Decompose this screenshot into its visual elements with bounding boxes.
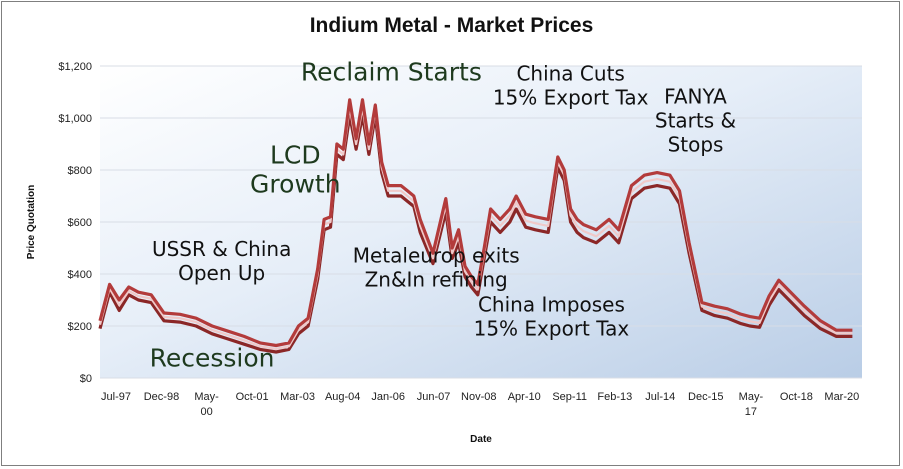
x-tick-label: Jun-07 xyxy=(417,391,451,403)
y-tick-label: $800 xyxy=(68,165,92,177)
y-tick-label: $200 xyxy=(68,321,92,333)
annotation: Metaleurop exits Zn&In refining xyxy=(353,243,520,291)
y-tick-label: $1,200 xyxy=(58,61,92,73)
x-tick-label: Sep-11 xyxy=(552,391,587,403)
x-axis-ticks: Jul-97 Dec-98 May-00 Oct-01 Mar-03 Aug-04 Jan-… xyxy=(101,391,859,418)
series-group xyxy=(98,98,853,354)
annotation: USSR & China Open Up xyxy=(152,237,291,285)
x-axis-label: Date xyxy=(470,434,492,445)
annotation: China Cuts 15% Export Tax xyxy=(493,61,649,109)
y-tick-label: $1,000 xyxy=(58,113,92,125)
gridlines xyxy=(100,65,862,379)
x-tick-label: May-00 xyxy=(194,391,219,418)
annotations: USSR & China Open Up Recession LCD Growth Rec… xyxy=(150,57,737,372)
annotation: FANYA Starts & Stops xyxy=(655,85,736,157)
x-tick-label: Mar-20 xyxy=(824,391,859,403)
x-tick-label: Dec-98 xyxy=(144,391,179,403)
x-tick-label: Oct-18 xyxy=(780,391,813,403)
x-tick-label: Oct-01 xyxy=(236,391,269,403)
x-tick-label: Mar-03 xyxy=(280,391,315,403)
x-tick-label: Jan-06 xyxy=(371,391,405,403)
annotation: Recession xyxy=(150,343,275,372)
chart-title: Indium Metal - Market Prices xyxy=(309,14,594,37)
annotation: China Imposes 15% Export Tax xyxy=(474,293,630,341)
x-tick-label: Aug-04 xyxy=(325,391,360,403)
x-tick-label: May-17 xyxy=(739,391,764,418)
x-tick-label: Jul-97 xyxy=(101,391,131,403)
y-tick-label: $0 xyxy=(80,373,92,385)
y-axis-ticks: $0 $200 $400 $600 $800 $1,000 $1,200 xyxy=(58,61,92,385)
y-tick-label: $600 xyxy=(68,217,92,229)
x-tick-label: Feb-13 xyxy=(597,391,632,403)
x-tick-label: Nov-08 xyxy=(461,391,496,403)
x-tick-label: Jul-14 xyxy=(645,391,675,403)
x-tick-label: Dec-15 xyxy=(688,391,723,403)
annotation: Reclaim Starts xyxy=(301,57,482,86)
annotation: LCD Growth xyxy=(250,141,341,199)
x-tick-label: Apr-10 xyxy=(508,391,541,403)
series-line-3 xyxy=(98,98,853,348)
y-axis-label: Price Quotation xyxy=(26,185,37,259)
y-tick-label: $400 xyxy=(68,269,92,281)
